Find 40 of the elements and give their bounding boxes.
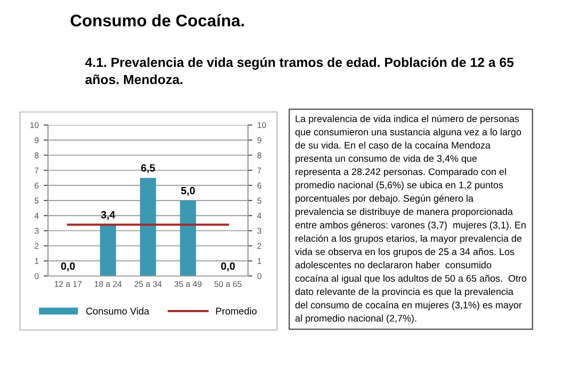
y2-tick-label: 4 (257, 212, 262, 219)
y-tick-label: 1 (34, 258, 39, 264)
legend-label: Consumo Vida (86, 307, 150, 315)
y2-tick-label: 3 (257, 228, 262, 234)
data-label: 6,5 (141, 164, 155, 174)
y-tick-label: 8 (34, 152, 39, 158)
y-tick-label: 7 (34, 168, 39, 174)
y2-tick-label: 7 (257, 168, 262, 174)
y2-tick-label: 8 (257, 152, 262, 158)
y2-tick-label: 10 (258, 122, 266, 128)
x-tick-label: 18 a 24 (94, 281, 122, 287)
y2-tick-label: 1 (258, 258, 262, 264)
y-tick-label: 4 (34, 212, 39, 219)
y-tick-label: 3 (34, 228, 39, 234)
text: 4.1. Prevalencia de vida según tramos de edad. Población de 12 a 65 años. Mendoza. (85, 57, 514, 84)
bar (180, 200, 196, 276)
data-label: 3,4 (101, 211, 116, 220)
y-tick-label: 2 (34, 243, 39, 249)
text: La prevalencia de vida indica el número de personas que consumieron una sustancia alguna vez a lo largo de su vida. En el caso de la cocaína Mendoza presenta un consumo de vida de 3,4% que representa a 28.242 personas. Comparado con el promedio nacional (5,6%) se ubica en 1,2 puntos porcentuales por debajo. Según género la prevalencia se distribuye de manera proporcionada entre ambos géneros: varones (3,7) mujeres (3,1). En relación a los grupos etarios, la mayor prevalencia de vida se observa en los grupos de 25 a 34 años. Los adolescentes no declararon haber consumido cocaína al igual que los adultos de 50 a 65 años. Otro dato relevante de la provincia es que la prevalencia del consumo de cocaína en mujeres (3,1%) es mayor al promedio nacional (2,7%). (295, 115, 526, 324)
x-tick-label: 35 a 49 (174, 281, 202, 287)
x-tick-label: 25 a 34 (134, 281, 162, 287)
bar (100, 224, 116, 276)
y2-tick-label: 2 (257, 243, 262, 249)
y-tick-label: 10 (30, 122, 39, 128)
y2-tick-label: 0 (257, 273, 262, 280)
y-tick-label: 6 (34, 182, 39, 188)
y-tick-label: 5 (34, 198, 39, 204)
y2-tick-label: 5 (257, 198, 262, 204)
y2-tick-label: 6 (257, 182, 262, 188)
bar (140, 178, 156, 276)
data-label: 0,0 (221, 262, 235, 272)
y2-tick-label: 9 (257, 137, 262, 144)
chart-title: Consumo de Cocaína. (70, 14, 244, 26)
x-tick-label: 12 a 17 (54, 281, 82, 287)
data-label: 0,0 (61, 262, 75, 272)
y-tick-label: 0 (34, 273, 39, 280)
y-tick-label: 9 (34, 137, 39, 144)
legend-label: Promedio (216, 307, 257, 315)
x-tick-label: 50 a 65 (214, 281, 242, 287)
data-label: 5,0 (181, 186, 195, 196)
